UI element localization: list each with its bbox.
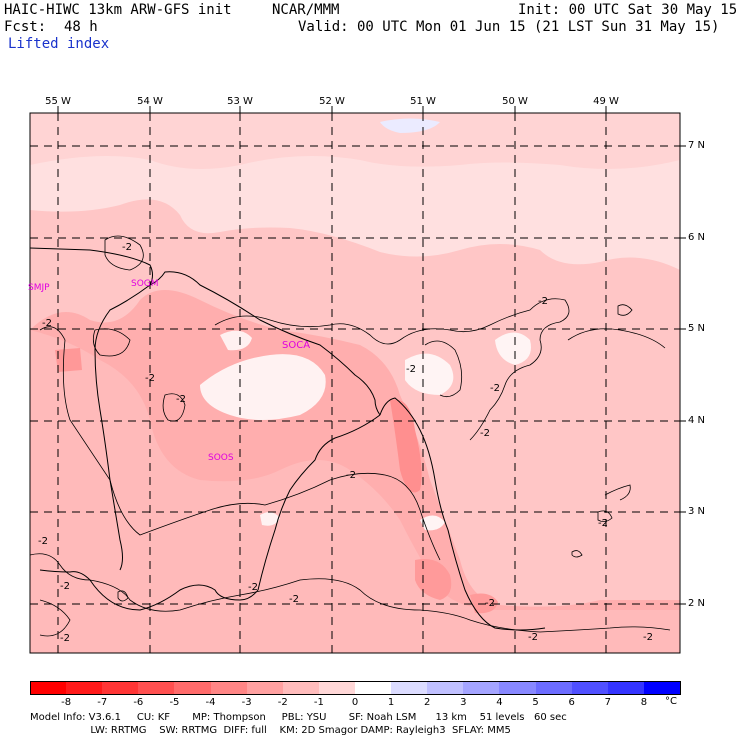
colorbar-cell: [246, 681, 284, 695]
contour-label: -2: [490, 383, 500, 394]
shading-region: [220, 330, 252, 351]
colorbar-cell: [463, 681, 500, 695]
valid-time: Valid: 00 UTC Mon 01 Jun 15 (21 LST Sun …: [298, 19, 720, 35]
colorbar-cell: [102, 681, 139, 695]
colorbar-cell: [571, 681, 609, 695]
lat-label: 6 N: [688, 232, 706, 243]
forecast-label: Fcst:: [4, 19, 47, 35]
colorbar-cell: [607, 681, 645, 695]
colorbar-label: 8: [640, 697, 648, 708]
lon-label: 53 W: [227, 96, 253, 107]
contour-label: -2: [42, 318, 52, 329]
colorbar-label: 0: [351, 697, 359, 708]
shading-region: [495, 332, 531, 365]
field-name: Lifted index: [8, 36, 110, 52]
colorbar-label: -6: [133, 697, 144, 708]
colorbar-cell: [643, 681, 682, 695]
colorbar-label: 6: [568, 697, 575, 708]
contour-label: -2: [145, 373, 155, 384]
shading-region: [260, 512, 280, 526]
colorbar-cell: [318, 681, 356, 695]
station-label: SOGM: [131, 279, 159, 289]
lon-label: 50 W: [502, 96, 528, 107]
contour-label: -2: [176, 394, 186, 405]
colorbar-label: -2: [277, 697, 288, 708]
contour-label: -2: [60, 633, 70, 644]
colorbar-label: -8: [61, 697, 72, 708]
station-label: SOCA: [282, 340, 311, 351]
colorbar-cell: [282, 681, 320, 695]
colorbar-label: -5: [169, 697, 180, 708]
shading-region: [405, 353, 454, 395]
station-label: SMJP: [28, 283, 50, 293]
contour-label: -2: [485, 598, 495, 609]
model-info-line1: Model Info: V3.6.1 CU: KF MP: Thompson P…: [30, 712, 567, 723]
contour-label: -2: [346, 470, 356, 481]
colorbar-label: -4: [205, 697, 216, 708]
colorbar-cell: [30, 681, 68, 695]
colorbar-label: 7: [604, 697, 611, 708]
contour-label: -2: [406, 364, 416, 375]
colorbar-label: -7: [97, 697, 108, 708]
forecast-hour: 48 h: [64, 19, 98, 35]
contour-label: -2: [480, 428, 490, 439]
lon-label: 49 W: [593, 96, 619, 107]
model-info-line2: LW: RRTMG SW: RRTMG DIFF: full KM: 2D Sm…: [30, 725, 511, 736]
contour-label: -2: [248, 582, 258, 593]
shading-region: [380, 118, 440, 133]
colorbar-cell: [138, 681, 175, 695]
contour-label: -2: [643, 632, 653, 643]
shading-region: [200, 354, 326, 420]
boundaries: [29, 247, 546, 631]
colorbar-cell: [174, 681, 212, 695]
lat-lon-grid: [30, 113, 680, 653]
colorbar-label: 2: [424, 697, 431, 708]
org-label: NCAR/MMM: [272, 2, 340, 18]
shading-region: [470, 593, 498, 614]
colorbar-label: 1: [387, 697, 395, 708]
map-frame: [29, 112, 681, 654]
colorbar-cell: [499, 681, 537, 695]
colorbar-cell: [355, 681, 392, 695]
colorbar-cell: [66, 681, 103, 695]
station-label: SOOS: [208, 453, 234, 463]
shading-region: [390, 399, 422, 493]
colorbar-cell: [535, 681, 573, 695]
colorbar-cell: [210, 681, 248, 695]
lat-label: 5 N: [688, 323, 706, 334]
lat-label: 2 N: [688, 598, 706, 609]
contour-label: -2: [122, 242, 132, 253]
colorbar-label: -1: [313, 697, 324, 708]
contour-label: -2: [528, 632, 538, 643]
shading-region: [55, 348, 82, 372]
lat-label: 7 N: [688, 140, 706, 151]
contour-label: -2: [60, 581, 70, 592]
colorbar-label: 4: [496, 697, 503, 708]
lon-label: 54 W: [137, 96, 163, 107]
init-time: Init: 00 UTC Sat 30 May 15: [518, 2, 738, 18]
shading-region: [30, 113, 680, 169]
colorbar-cell: [427, 681, 464, 695]
colorbar-cell: [391, 681, 428, 695]
contour-label: -2: [289, 594, 299, 605]
shading-region: [420, 515, 445, 531]
lon-label: 51 W: [410, 96, 436, 107]
lat-label: 4 N: [688, 415, 706, 426]
tick-marks: [57, 106, 686, 605]
model-title: HAIC-HIWC 13km ARW-GFS init: [4, 2, 232, 18]
lon-label: 52 W: [319, 96, 345, 107]
lon-label: 55 W: [45, 96, 71, 107]
shading-region: [415, 559, 452, 600]
shading-region: [30, 330, 680, 653]
colorbar-label: 3: [460, 697, 467, 708]
colorbar-unit: °C: [665, 696, 677, 707]
lat-label: 3 N: [688, 506, 706, 517]
colorbar-label: -3: [241, 697, 252, 708]
contour-label: -2: [38, 536, 48, 547]
contour-label: -2: [598, 518, 608, 529]
colorbar-label: 5: [532, 697, 539, 708]
contour-label: -2: [538, 296, 548, 307]
